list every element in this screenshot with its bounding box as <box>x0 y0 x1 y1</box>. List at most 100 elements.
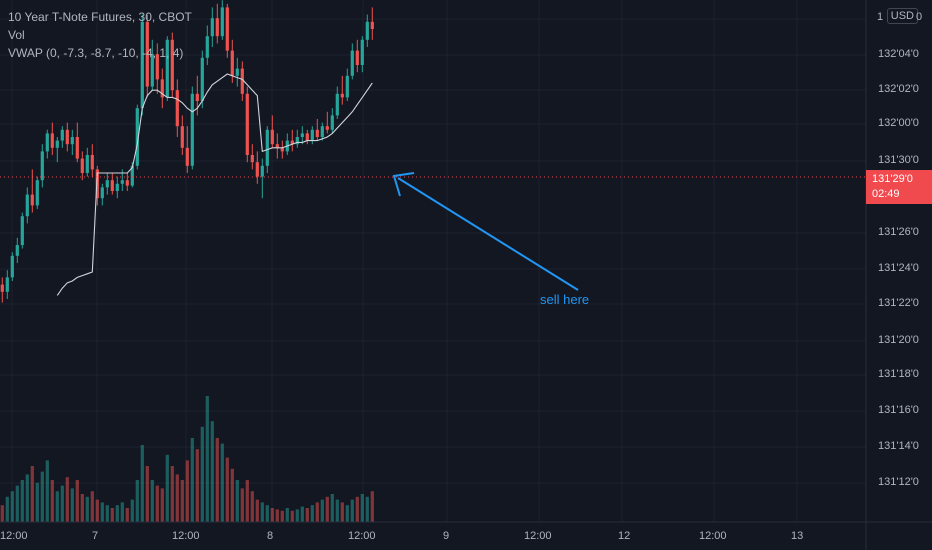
volume-bar <box>140 445 144 522</box>
symbol-title[interactable]: 10 Year T-Note Futures, 30, CBOT <box>8 10 192 24</box>
candle <box>245 86 249 163</box>
candle-body <box>310 129 314 141</box>
candle <box>275 133 279 159</box>
candle <box>340 75 344 105</box>
candle <box>135 104 139 170</box>
candle <box>90 144 94 177</box>
candle-body <box>150 54 154 87</box>
volume-bar <box>30 466 34 522</box>
candle-body <box>265 129 269 166</box>
candle <box>55 137 59 163</box>
candle <box>140 14 144 116</box>
candle-body <box>315 129 319 137</box>
candle-body <box>145 21 149 87</box>
candle-body <box>240 68 244 94</box>
candle <box>30 169 34 213</box>
candle <box>285 133 289 155</box>
volume-bar <box>190 438 194 522</box>
candle-body <box>215 18 219 37</box>
candle <box>210 7 214 47</box>
price-tick: 131'16'0 <box>878 404 919 416</box>
candle <box>255 151 259 184</box>
candle <box>365 14 369 47</box>
candle-body <box>5 277 9 292</box>
candle <box>305 129 309 145</box>
candle-body <box>165 39 169 98</box>
volume-bar <box>365 496 369 522</box>
candle <box>60 126 64 148</box>
volume-bar <box>75 480 79 522</box>
volume-bar <box>65 477 69 522</box>
candle-body <box>55 140 59 148</box>
time-tick: 12:00 <box>524 530 552 542</box>
volume-bar <box>45 460 49 522</box>
volume-bar <box>255 499 259 522</box>
time-tick: 12:00 <box>699 530 727 542</box>
candle-body <box>205 36 209 58</box>
vwap-indicator-label[interactable]: VWAP (0, -7.3, -8.7, -10, -4, 1, 4) <box>8 46 184 60</box>
candle-body <box>335 93 339 116</box>
candle <box>260 158 264 199</box>
candle-body <box>45 133 49 152</box>
price-tick: 131'18'0 <box>878 368 919 380</box>
candle <box>325 111 329 134</box>
price-tick: 132'04'0 <box>878 48 919 60</box>
candle-body <box>10 255 14 278</box>
candle-body <box>305 133 309 141</box>
candle-body <box>100 187 104 199</box>
volume-bar <box>60 485 64 522</box>
candle <box>85 147 89 177</box>
volume-bar <box>150 480 154 522</box>
volume-bar <box>355 496 359 522</box>
candle <box>110 173 114 195</box>
candle-body <box>115 183 119 191</box>
volume-bar <box>270 508 274 522</box>
candle <box>145 14 149 98</box>
candle-body <box>185 147 189 166</box>
candle <box>40 144 44 188</box>
candle <box>335 86 339 119</box>
candle-body <box>75 137 79 159</box>
candle <box>205 25 209 65</box>
candle-body <box>155 54 159 80</box>
time-tick: 9 <box>443 530 450 542</box>
volume-bar <box>15 485 19 522</box>
candle <box>270 115 274 148</box>
volume-bar <box>330 494 334 522</box>
price-axis-top-tail: 0 <box>916 11 923 23</box>
volume-bar <box>95 499 99 522</box>
arrow-head <box>392 172 415 197</box>
candle <box>215 3 219 44</box>
candle-body <box>365 21 369 40</box>
price-tick: 132'02'0 <box>878 83 919 95</box>
candle <box>20 212 24 249</box>
time-tick: 12 <box>618 530 631 542</box>
volume-bar <box>370 491 374 522</box>
candle-body <box>175 90 179 127</box>
candle-body <box>90 155 94 170</box>
candle-body <box>25 194 29 217</box>
current-price-value: 131'29'0 <box>872 173 913 185</box>
sell-here-annotation[interactable]: sell here <box>540 292 590 307</box>
volume-bar <box>315 502 319 522</box>
volume-bar <box>25 474 29 522</box>
candle <box>25 187 29 224</box>
volume-indicator-label[interactable]: Vol <box>8 28 25 42</box>
currency-badge[interactable]: USD <box>886 8 918 24</box>
candle-body <box>245 93 249 155</box>
sell-arrow <box>392 172 579 291</box>
candle-body <box>235 68 239 76</box>
volume-bar <box>215 438 219 522</box>
price-tick: 131'26'0 <box>878 226 919 238</box>
candle-body <box>290 140 294 145</box>
volume-bar <box>185 460 189 522</box>
volume-bar <box>200 426 204 522</box>
candle-body <box>345 75 349 98</box>
volume-bar <box>145 466 149 522</box>
price-axis-top-label: 1 <box>877 11 884 23</box>
candle-body <box>50 133 54 148</box>
candle-body <box>255 162 259 177</box>
candle <box>310 126 314 145</box>
price-tick: 132'00'0 <box>878 117 919 129</box>
